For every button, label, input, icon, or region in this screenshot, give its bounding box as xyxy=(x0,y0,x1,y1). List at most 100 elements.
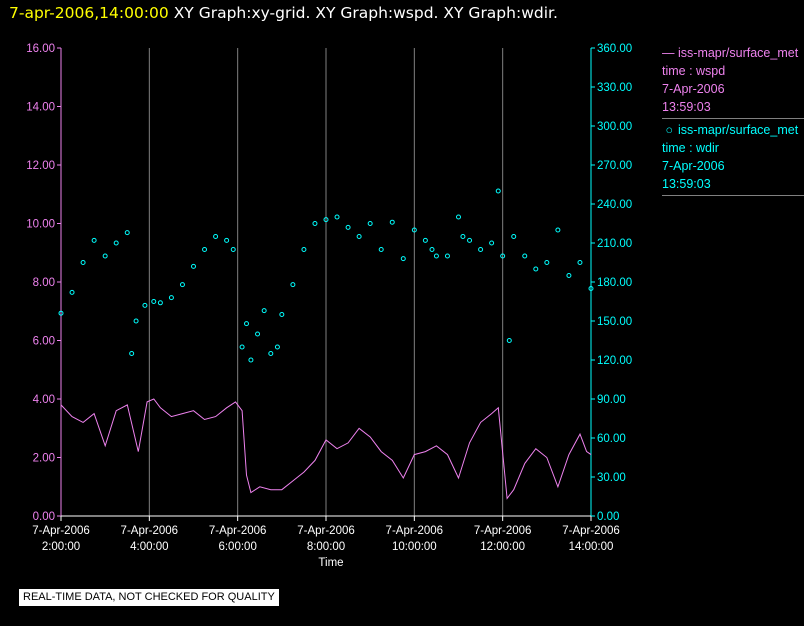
left-tick-label: 0.00 xyxy=(33,511,55,523)
legend-series-name: — iss-mapr/surface_met xyxy=(662,46,799,60)
x-tick-time: 2:00:00 xyxy=(42,541,80,553)
wdir-point xyxy=(478,247,484,252)
wdir-point xyxy=(113,240,119,246)
right-tick-label: 30.00 xyxy=(597,472,626,484)
wdir-point xyxy=(422,237,428,243)
wdir-point xyxy=(522,253,528,259)
wspd-line xyxy=(60,398,592,500)
header-graph-titles: XY Graph:xy-grid. XY Graph:wspd. XY Grap… xyxy=(168,4,558,22)
right-tick-label: 90.00 xyxy=(597,394,626,406)
line-symbol-icon: — xyxy=(662,46,675,60)
legend-date: 7-Apr-2006 xyxy=(662,159,725,173)
wdir-point xyxy=(230,247,236,252)
wdir-point xyxy=(400,256,406,262)
wdir-point xyxy=(224,237,230,243)
x-tick-time: 10:00:00 xyxy=(392,541,437,553)
right-tick-label: 180.00 xyxy=(597,277,632,289)
left-tick-label: 4.00 xyxy=(33,394,55,406)
x-tick-time: 8:00:00 xyxy=(307,541,345,553)
wdir-point xyxy=(191,263,196,269)
legend-entry-wdir: ○ iss-mapr/surface_met time : wdir 7-Apr-… xyxy=(662,121,804,196)
x-tick-time: 14:00:00 xyxy=(569,541,614,553)
wdir-point xyxy=(467,237,473,243)
wdir-series xyxy=(58,188,594,363)
header-timestamp: 7-apr-2006,14:00:00 xyxy=(9,4,169,22)
x-tick-date: 7-Apr-2006 xyxy=(562,525,620,537)
wdir-point xyxy=(460,234,466,239)
x-tick-time: 4:00:00 xyxy=(130,541,168,553)
wdir-point xyxy=(367,221,373,226)
wdir-point xyxy=(456,214,461,220)
right-tick-label: 360.00 xyxy=(597,43,632,55)
wdir-point xyxy=(555,227,561,233)
wdir-point xyxy=(566,273,572,278)
wdir-point xyxy=(356,234,362,239)
x-tick-date: 7-Apr-2006 xyxy=(474,525,532,537)
right-tick-label: 210.00 xyxy=(597,238,632,250)
legend-entry-wspd: — iss-mapr/surface_met time : wspd 7-Apr-… xyxy=(662,44,804,119)
left-tick-label: 10.00 xyxy=(26,219,55,231)
wdir-point xyxy=(301,247,307,252)
wdir-point xyxy=(312,221,318,226)
legend: — iss-mapr/surface_met time : wspd 7-Apr-… xyxy=(662,44,804,196)
wdir-point xyxy=(411,227,417,233)
wdir-point xyxy=(489,240,495,246)
legend-time: 13:59:03 xyxy=(662,100,711,114)
wdir-point xyxy=(255,331,261,337)
wdir-point xyxy=(58,310,64,316)
wdir-point xyxy=(151,299,157,304)
right-tick-label: 120.00 xyxy=(597,355,632,367)
wdir-point xyxy=(142,302,148,308)
wdir-point xyxy=(268,351,274,356)
wdir-point xyxy=(80,260,86,265)
left-tick-label: 6.00 xyxy=(33,336,55,348)
wdir-point xyxy=(279,312,285,317)
wdir-point xyxy=(495,188,501,194)
right-tick-label: 300.00 xyxy=(597,121,632,133)
quality-disclaimer: REAL-TIME DATA, NOT CHECKED FOR QUALITY xyxy=(19,589,279,606)
right-tick-label: 0.00 xyxy=(597,511,619,523)
wdir-point xyxy=(389,219,395,225)
legend-series-name: ○ iss-mapr/surface_met xyxy=(662,123,799,137)
left-tick-label: 12.00 xyxy=(26,160,55,172)
wdir-point xyxy=(102,253,108,259)
wdir-point xyxy=(378,247,384,252)
wdir-point xyxy=(213,234,219,239)
right-tick-label: 60.00 xyxy=(597,433,626,445)
left-tick-label: 8.00 xyxy=(33,277,55,289)
wdir-point xyxy=(544,260,550,265)
wdir-point xyxy=(500,253,506,259)
legend-variable: time : wdir xyxy=(662,141,719,155)
wdir-point xyxy=(179,282,185,288)
circle-symbol-icon: ○ xyxy=(662,123,674,137)
wdir-point xyxy=(444,253,450,259)
legend-time: 13:59:03 xyxy=(662,177,711,191)
wdir-point xyxy=(334,214,340,220)
x-tick-date: 7-Apr-2006 xyxy=(297,525,355,537)
wdir-point xyxy=(274,344,280,350)
right-tick-label: 150.00 xyxy=(597,316,632,328)
x-tick-date: 7-Apr-2006 xyxy=(121,525,179,537)
x-tick-time: 12:00:00 xyxy=(480,541,525,553)
wspd-series xyxy=(60,398,592,500)
wdir-point xyxy=(69,289,75,295)
wdir-point xyxy=(433,253,439,259)
wdir-point xyxy=(244,321,249,327)
tick-labels: 0.00 2.00 4.00 6.00 8.00 10.00 12.00 14.00 16.00… xyxy=(26,43,632,553)
wdir-point xyxy=(345,224,351,230)
wdir-point xyxy=(91,237,97,243)
legend-date: 7-Apr-2006 xyxy=(662,82,725,96)
wdir-point xyxy=(168,295,174,301)
right-tick-label: 270.00 xyxy=(597,160,632,172)
wdir-point xyxy=(133,318,139,324)
vertical-gridlines xyxy=(60,48,592,516)
wdir-point xyxy=(157,300,163,306)
x-tick-date: 7-Apr-2006 xyxy=(209,525,267,537)
wdir-point xyxy=(239,344,245,350)
wdir-point xyxy=(290,282,296,288)
wdir-point xyxy=(429,247,435,252)
wdir-point xyxy=(261,308,267,314)
axes xyxy=(57,47,595,521)
wdir-point xyxy=(129,351,135,356)
